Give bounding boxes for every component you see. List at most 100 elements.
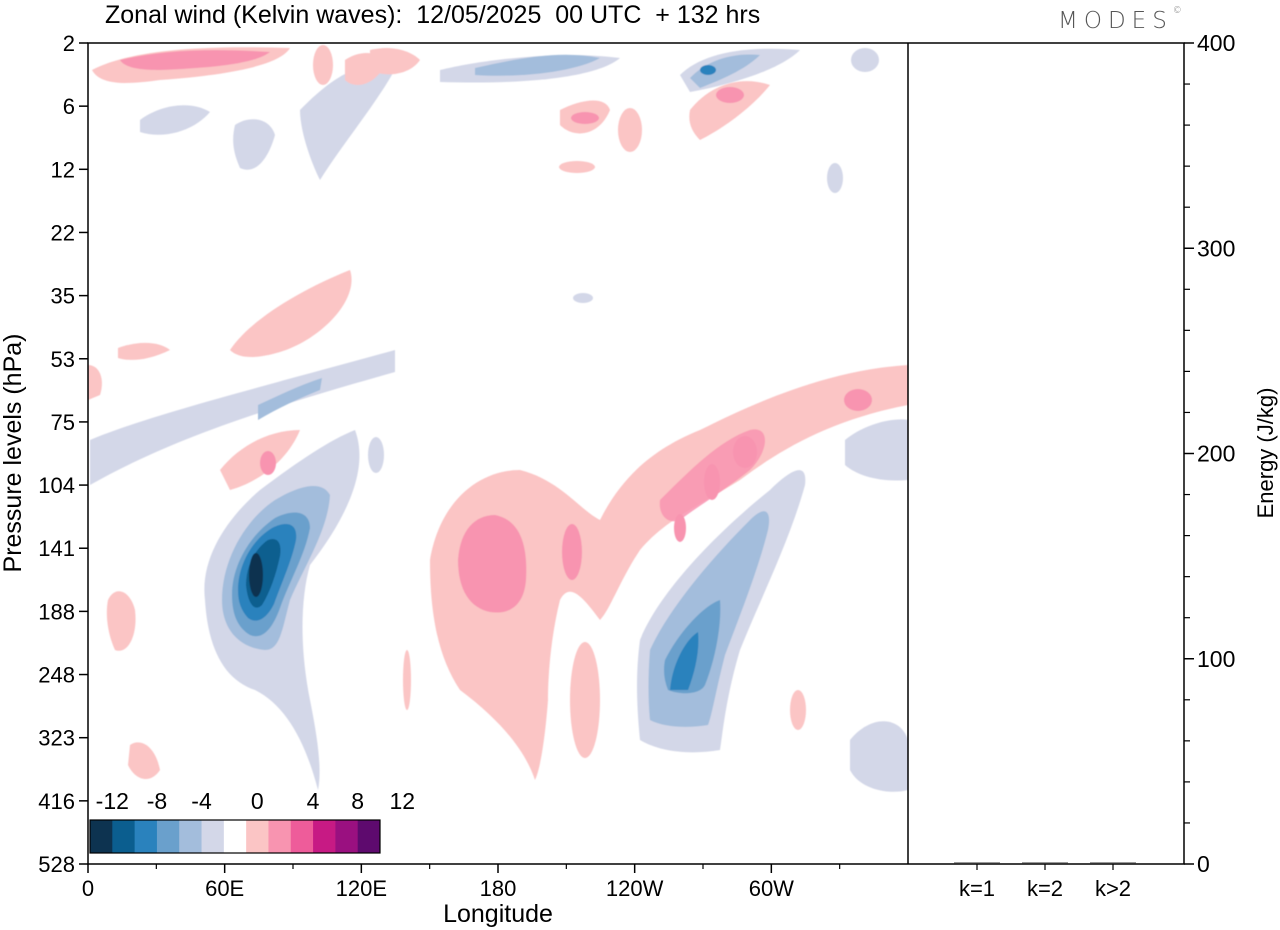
colorbar-swatch xyxy=(313,820,336,853)
pos-contour-strat-7 xyxy=(559,161,595,173)
energy-tick-label: 100 xyxy=(1197,646,1235,672)
pos-contour-mid-1 xyxy=(220,430,300,490)
neg-contour-strat-2-peak xyxy=(700,65,716,75)
wind-contours xyxy=(88,45,908,792)
y-tick-label: 323 xyxy=(38,726,75,751)
pos-contour-central-2 xyxy=(562,524,582,580)
colorbar-swatch xyxy=(112,820,136,853)
colorbar-label: -12 xyxy=(96,788,129,814)
pos-contour-ridge-peak-1 xyxy=(733,436,757,468)
energy-bar xyxy=(954,862,1000,864)
colorbar-swatch xyxy=(179,820,203,853)
pos-contour-strat-6 xyxy=(618,108,642,152)
y-tick-label: 416 xyxy=(38,789,75,814)
neg-contour-main-core xyxy=(249,553,263,597)
y-tick-label: 2 xyxy=(63,31,75,56)
x-tick-label: 180 xyxy=(480,876,517,901)
x-tick-label: 60E xyxy=(205,876,244,901)
neg-contour-east-mid xyxy=(845,419,908,481)
pos-contour-mid-2 xyxy=(230,270,352,357)
pos-contour-central-core xyxy=(458,515,527,613)
colorbar-label: -8 xyxy=(147,788,167,814)
x-tick-label: 0 xyxy=(82,876,94,901)
x-axis-label: Longitude xyxy=(443,900,553,928)
energy-tick-label: 400 xyxy=(1197,30,1235,56)
pos-contour-low-3 xyxy=(570,642,600,758)
energy-tick-label: 300 xyxy=(1197,235,1235,261)
colorbar-swatch xyxy=(134,820,158,853)
y-tick-label: 35 xyxy=(51,284,75,309)
y-tick-label: 6 xyxy=(63,94,75,119)
bar-category-label: k=1 xyxy=(959,876,995,901)
colorbar: -12 -8 -4 0 4 8 12 xyxy=(89,788,416,854)
pos-contour-low-2 xyxy=(128,742,160,780)
colorbar-swatch xyxy=(357,820,381,853)
colorbar-swatch xyxy=(156,820,180,853)
neg-contour-blob-3 xyxy=(851,48,879,72)
neg-contour-ray-stripe-core xyxy=(258,378,322,420)
pos-contour-low-5 xyxy=(403,650,411,710)
pos-contour-ridge-peak-3 xyxy=(674,514,686,542)
energy-tick-label: 0 xyxy=(1197,851,1210,877)
energy-bar xyxy=(1090,862,1136,864)
pos-contour-low-1 xyxy=(106,591,136,651)
neg-contour-blob-4 xyxy=(368,437,384,473)
bar-category-label: k>2 xyxy=(1095,876,1131,901)
x-tick-label: 120W xyxy=(606,876,664,901)
y-tick-label: 53 xyxy=(51,347,75,372)
y-tick-label: 248 xyxy=(38,663,75,688)
neg-contour-blob-2 xyxy=(827,163,843,193)
x-tick-label: 60W xyxy=(749,876,794,901)
energy-bar xyxy=(1022,862,1068,864)
colorbar-label: -4 xyxy=(191,788,212,814)
pos-contour-strat-5-core xyxy=(716,87,744,103)
neg-contour-strat-4 xyxy=(140,105,210,135)
colorbar-swatch xyxy=(223,820,247,853)
neg-contour-east-core xyxy=(670,632,699,690)
pos-contour-strat-1-core xyxy=(120,50,270,70)
energy-tick-label: 200 xyxy=(1197,441,1235,467)
pos-contour-strat-3 xyxy=(370,48,420,75)
neg-contour-strat-5 xyxy=(233,119,275,170)
longitude-axis: 0 60E 120E 180 120W 60W xyxy=(82,864,841,901)
neg-contour-strat-1-core xyxy=(475,54,600,76)
neg-contour-east-low xyxy=(850,721,908,792)
colorbar-label: 4 xyxy=(307,788,320,814)
pos-contour-low-4 xyxy=(790,690,806,730)
colorbar-swatch xyxy=(201,820,225,853)
neg-contour-strat-3 xyxy=(300,60,400,180)
colorbar-swatch xyxy=(335,820,359,853)
pressure-axis: 2 6 12 22 35 53 75 104 141 188 248 323 416 528 xyxy=(38,31,88,877)
bar-category-label: k=2 xyxy=(1027,876,1063,901)
positive-anomalies xyxy=(88,45,908,780)
pos-contour-mid-4 xyxy=(88,365,102,400)
pos-contour-mid-3 xyxy=(118,342,170,360)
y-tick-label: 188 xyxy=(38,599,75,624)
y-tick-label: 75 xyxy=(51,410,75,435)
pos-contour-strat-5 xyxy=(689,81,770,140)
pos-contour-ridge-peak-2 xyxy=(704,464,720,500)
y-tick-label: 12 xyxy=(51,157,75,182)
pos-contour-mid-1-core xyxy=(260,451,276,475)
colorbar-swatch xyxy=(246,820,269,853)
negative-anomalies xyxy=(90,48,908,792)
y-tick-label: 104 xyxy=(38,473,75,498)
y-tick-label: 528 xyxy=(38,852,75,877)
y-tick-label: 141 xyxy=(38,536,75,561)
neg-contour-strat-2-core xyxy=(690,54,760,88)
y-axis-label: Pressure levels (hPa) xyxy=(0,334,27,573)
chart-title: Zonal wind (Kelvin waves): 12/05/2025 00… xyxy=(105,1,761,29)
colorbar-frame xyxy=(89,819,381,854)
colorbar-label: 8 xyxy=(351,788,364,814)
energy-axis-label: Energy (J/kg) xyxy=(1253,388,1278,519)
x-tick-label: 120E xyxy=(336,876,387,901)
pos-contour-east-peak xyxy=(844,389,872,411)
modes-logo: MODES© xyxy=(1058,6,1182,34)
colorbar-swatch xyxy=(290,820,314,853)
energy-axis: 0 100 200 300 400 xyxy=(1184,30,1235,877)
pos-contour-strat-8 xyxy=(313,45,333,85)
y-tick-label: 22 xyxy=(51,220,75,245)
colorbar-swatch xyxy=(268,820,292,853)
colorbar-label: 12 xyxy=(390,788,416,814)
